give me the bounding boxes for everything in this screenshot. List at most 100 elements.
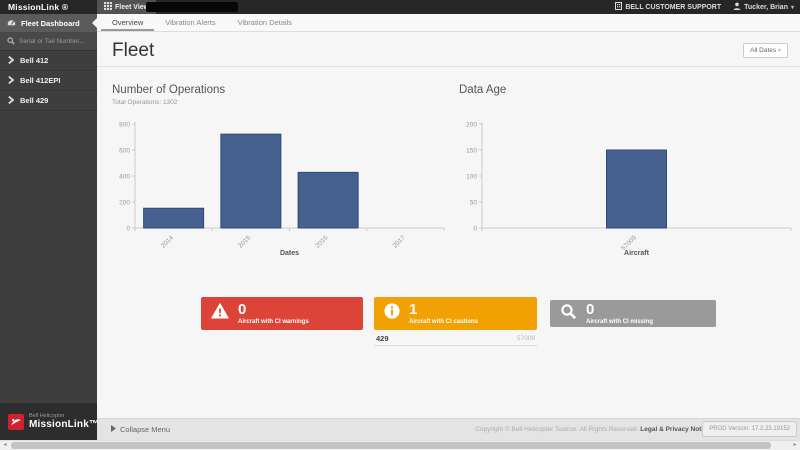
customer-support-label: BELL CUSTOMER SUPPORT <box>625 3 722 11</box>
alert-count: 0 <box>586 301 595 318</box>
tab-vibration-details[interactable]: Vibration Details <box>237 18 293 27</box>
tab-overview[interactable]: Overview <box>101 14 154 31</box>
alert-card-text: 1 Aircraft with CI cautions <box>409 302 478 325</box>
svg-text:2014: 2014 <box>160 234 175 249</box>
alert-count: 0 <box>238 301 247 318</box>
play-arrow-icon <box>111 419 116 440</box>
redacted-selection <box>146 2 238 12</box>
sidebar-item-label: Bell 412EPI <box>20 76 61 85</box>
svg-text:800: 800 <box>119 122 130 129</box>
chart-title: Data Age <box>459 84 507 96</box>
chart-subtitle <box>452 99 800 107</box>
collapse-menu-button[interactable]: Collapse Menu <box>111 419 170 440</box>
svg-text:150: 150 <box>466 148 477 155</box>
header-divider <box>97 66 800 67</box>
svg-text:Aircraft: Aircraft <box>624 250 650 257</box>
alert-label: Aircraft with CI warnings <box>238 319 309 325</box>
page-title: Fleet <box>112 40 155 61</box>
tab-vibration-alerts[interactable]: Vibration Alerts <box>165 18 216 27</box>
scroll-right-arrow-icon[interactable]: ▸ <box>793 442 797 448</box>
horizontal-scrollbar[interactable]: ◂ ▸ <box>0 440 800 450</box>
dashboard-gauge-icon <box>7 18 16 29</box>
caution-model: 429 <box>376 334 389 343</box>
user-menu[interactable]: Tucker, Brian ▾ <box>733 2 794 12</box>
alert-label: Aircraft with CI cautions <box>409 319 479 325</box>
caution-tail: 57009 <box>516 335 535 342</box>
search-icon <box>7 32 15 50</box>
alert-card-aircraft-with-ci-cautions[interactable]: 1 Aircraft with CI cautions <box>374 297 537 330</box>
legal-privacy-link[interactable]: Legal & Privacy Notices <box>640 426 714 433</box>
svg-text:100: 100 <box>466 174 477 181</box>
caution-detail-row[interactable]: 429 57009 <box>374 332 537 346</box>
user-name-label: Tucker, Brian <box>744 3 788 11</box>
grid-icon <box>104 2 112 12</box>
chevron-down-icon: ▾ <box>790 4 794 11</box>
active-item-notch <box>92 18 97 28</box>
person-icon <box>733 2 741 12</box>
svg-text:0: 0 <box>473 226 477 233</box>
footer-logo: Bell Helicopter MissionLink™ <box>0 403 100 440</box>
chevron-right-icon <box>8 95 15 106</box>
chart-subtitle: Total Operations: 1302 <box>112 99 178 106</box>
building-icon <box>615 2 623 12</box>
version-badge: PROD Version: 17.2.23.19152 <box>702 421 797 437</box>
info-circle-icon <box>384 303 400 324</box>
alert-count: 1 <box>409 301 418 318</box>
bell-logo <box>8 413 24 430</box>
scroll-left-arrow-icon[interactable]: ◂ <box>3 442 7 448</box>
data-age-chart: Data Age 0 50 100 150 200 57009 Aircraft <box>452 84 800 258</box>
customer-support-link[interactable]: BELL CUSTOMER SUPPORT <box>615 2 721 12</box>
logo-text-bottom: MissionLink™ <box>29 419 100 430</box>
svg-text:2016: 2016 <box>314 234 329 249</box>
serial-tail-search-input[interactable] <box>19 37 91 45</box>
svg-text:2017: 2017 <box>392 234 407 249</box>
logo-text-top: Bell Helicopter <box>29 413 65 419</box>
tab-bar: Overview Vibration Alerts Vibration Detail… <box>97 14 800 32</box>
date-filter-label: All Dates <box>750 47 777 54</box>
scrollbar-thumb[interactable] <box>11 442 771 449</box>
fleet-view-label: Fleet View <box>115 3 150 11</box>
sidebar-item-bell-412[interactable]: Bell 412 <box>0 51 97 71</box>
svg-text:50: 50 <box>470 200 478 207</box>
top-bar: MissionLink ® Fleet View BELL CUSTOMER S… <box>0 0 800 14</box>
main-content: Overview Vibration Alerts Vibration Detail… <box>97 14 800 418</box>
sidebar-item-label: Bell 412 <box>20 56 49 65</box>
copyright-text: Copyright © Bell Helicopter Textron. All… <box>475 419 714 440</box>
chevron-right-icon <box>8 75 15 86</box>
chart-plot: 0 200 400 600 800 2014 2015 2016 2017 Dates <box>119 122 445 257</box>
sidebar-item-bell-412epi[interactable]: Bell 412EPI <box>0 71 97 91</box>
operations-chart: Number of Operations Total Operations: 13… <box>105 84 453 258</box>
sidebar-item-fleet-dashboard[interactable]: Fleet Dashboard <box>0 14 97 32</box>
svg-text:0: 0 <box>126 226 130 233</box>
alert-card-aircraft-with-ci-missing[interactable]: 0 Aircraft with CI missing <box>550 300 716 327</box>
alert-label: Aircraft with CI missing <box>586 319 654 325</box>
svg-text:200: 200 <box>466 122 477 129</box>
fleet-view-button[interactable]: Fleet View <box>97 0 157 14</box>
sidebar-search <box>0 32 97 51</box>
sidebar-item-bell-429[interactable]: Bell 429 <box>0 91 97 111</box>
copyright-label: Copyright © Bell Helicopter Textron. All… <box>475 426 639 433</box>
top-bar-right: BELL CUSTOMER SUPPORT Tucker, Brian ▾ <box>615 0 794 14</box>
collapse-menu-label: Collapse Menu <box>120 425 171 434</box>
svg-text:200: 200 <box>119 200 130 207</box>
footer-bar: Collapse Menu Copyright © Bell Helicopte… <box>97 418 800 440</box>
search-icon <box>560 303 577 325</box>
sidebar-model-list: Bell 412 Bell 412EPI Bell 429 <box>0 51 97 111</box>
alert-card-aircraft-with-ci-warnings[interactable]: 0 Aircraft with CI warnings <box>201 297 363 330</box>
sidebar-item-label: Bell 429 <box>20 96 49 105</box>
warning-triangle-icon <box>211 303 229 324</box>
date-filter-button[interactable]: All Dates ▾ <box>743 43 788 58</box>
svg-text:2015: 2015 <box>237 234 252 249</box>
svg-text:400: 400 <box>119 174 130 181</box>
app-brand: MissionLink ® <box>8 2 69 12</box>
sidebar-item-label: Fleet Dashboard <box>21 18 80 28</box>
chevron-right-icon <box>8 55 15 66</box>
chevron-down-icon: ▾ <box>777 48 781 54</box>
alert-card-text: 0 Aircraft with CI warnings <box>238 302 309 325</box>
chart-title: Number of Operations <box>112 84 226 96</box>
alert-card-text: 0 Aircraft with CI missing <box>586 302 653 325</box>
svg-text:Dates: Dates <box>280 250 299 257</box>
svg-text:600: 600 <box>119 148 130 155</box>
